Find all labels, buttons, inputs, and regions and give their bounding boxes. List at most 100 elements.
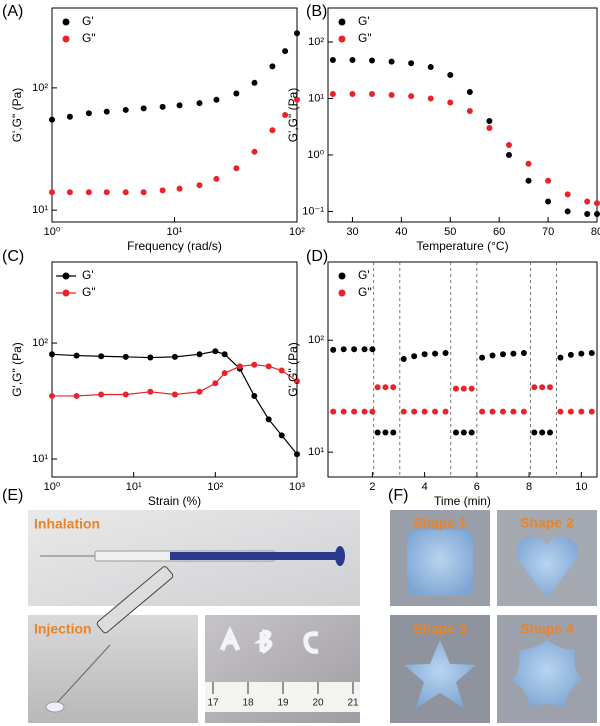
data-point xyxy=(221,351,228,358)
data-point xyxy=(159,103,166,110)
data-point xyxy=(427,95,434,102)
x-tick-label: 60 xyxy=(493,226,505,238)
data-point xyxy=(196,351,203,358)
data-point xyxy=(567,351,574,358)
legend-marker xyxy=(62,35,70,43)
data-point xyxy=(510,350,517,357)
data-point xyxy=(122,391,129,398)
data-point xyxy=(265,416,272,423)
gel-shape xyxy=(404,640,476,708)
syringe-barrel xyxy=(96,566,174,634)
data-point xyxy=(85,189,92,196)
legend-label: G' xyxy=(358,14,370,28)
data-point xyxy=(452,429,459,436)
data-point xyxy=(294,30,300,37)
data-point xyxy=(122,106,129,113)
data-point xyxy=(269,63,276,70)
data-point xyxy=(196,100,203,107)
y-tick-label: 10² xyxy=(32,337,48,349)
gel-drop xyxy=(45,701,65,713)
data-point xyxy=(468,385,475,392)
data-point xyxy=(213,96,220,103)
chart: (B) 30 40 50 60 70 80 10⁻¹ 10⁰ 10¹ 10² Temperature … xyxy=(286,3,600,253)
panel-label: (C) xyxy=(2,248,24,265)
y-axis-label: G',G" (Pa) xyxy=(286,342,300,397)
data-point xyxy=(251,392,258,399)
data-point xyxy=(196,182,203,189)
needle xyxy=(54,644,111,706)
photo-label: Injection xyxy=(34,621,92,637)
gel-shape xyxy=(512,640,582,708)
data-point xyxy=(351,346,358,353)
data-point xyxy=(460,429,467,436)
data-point xyxy=(66,113,73,120)
data-point xyxy=(233,165,240,172)
data-point xyxy=(236,363,243,370)
photo-label: Shape 4 xyxy=(520,621,574,637)
data-point xyxy=(85,110,92,117)
data-point xyxy=(427,64,434,71)
x-axis-label: Time (min) xyxy=(434,494,491,508)
plot-frame xyxy=(51,261,298,478)
data-point xyxy=(369,57,376,64)
data-point xyxy=(584,198,591,205)
y-axis-label: G',G" (Pa) xyxy=(10,342,24,397)
photo-label: Shape 3 xyxy=(413,621,467,637)
data-point xyxy=(546,384,553,391)
data-point xyxy=(361,408,368,415)
photo-shape-3 xyxy=(390,615,490,723)
x-tick-label: 80 xyxy=(591,226,600,238)
gel-letter xyxy=(219,625,241,652)
legend-marker xyxy=(62,272,70,280)
data-point xyxy=(73,392,80,399)
data-point xyxy=(196,388,203,395)
x-axis-label: Frequency (rad/s) xyxy=(127,239,222,253)
data-point xyxy=(546,429,553,436)
data-point xyxy=(510,408,517,415)
data-point xyxy=(369,91,376,98)
gel-letter xyxy=(253,629,273,655)
y-tick-label: 10² xyxy=(308,334,324,346)
chart: (A) 10⁰ 10¹ 10² 10¹ 10² Frequency (rad/s) G',G"… xyxy=(2,3,305,253)
data-point xyxy=(567,408,574,415)
panel-label: (B) xyxy=(306,3,327,20)
x-tick-label: 10² xyxy=(289,226,305,238)
data-point xyxy=(442,408,449,415)
data-point xyxy=(442,349,449,356)
legend-label: G" xyxy=(82,31,96,45)
panel-label: (A) xyxy=(2,3,23,20)
data-point xyxy=(159,187,166,194)
data-point xyxy=(251,148,258,155)
data-point xyxy=(400,408,407,415)
data-point xyxy=(374,384,381,391)
ruler-number: 19 xyxy=(277,698,289,709)
data-point xyxy=(330,346,337,353)
data-point xyxy=(340,408,347,415)
data-point xyxy=(282,112,289,118)
data-point xyxy=(233,90,240,97)
photo-label: Shape 1 xyxy=(413,515,467,531)
data-point xyxy=(489,408,496,415)
legend-marker xyxy=(62,289,70,297)
legend-label: G' xyxy=(358,268,370,282)
data-point xyxy=(103,108,110,115)
data-point xyxy=(147,354,154,361)
data-point xyxy=(176,185,183,192)
x-tick-label: 6 xyxy=(474,481,480,493)
data-point xyxy=(520,408,527,415)
legend-label: G" xyxy=(358,31,372,45)
data-point xyxy=(545,177,552,184)
data-point xyxy=(171,391,178,398)
data-point xyxy=(588,349,595,356)
data-point xyxy=(122,189,129,196)
plunger xyxy=(170,552,340,560)
x-tick-label: 10² xyxy=(207,481,223,493)
data-point xyxy=(213,175,220,182)
data-point xyxy=(171,353,178,360)
data-point xyxy=(408,60,415,67)
data-point xyxy=(361,346,368,353)
data-point xyxy=(330,408,337,415)
gel-shape xyxy=(516,536,578,598)
plot-frame xyxy=(327,261,598,478)
data-point xyxy=(411,408,418,415)
